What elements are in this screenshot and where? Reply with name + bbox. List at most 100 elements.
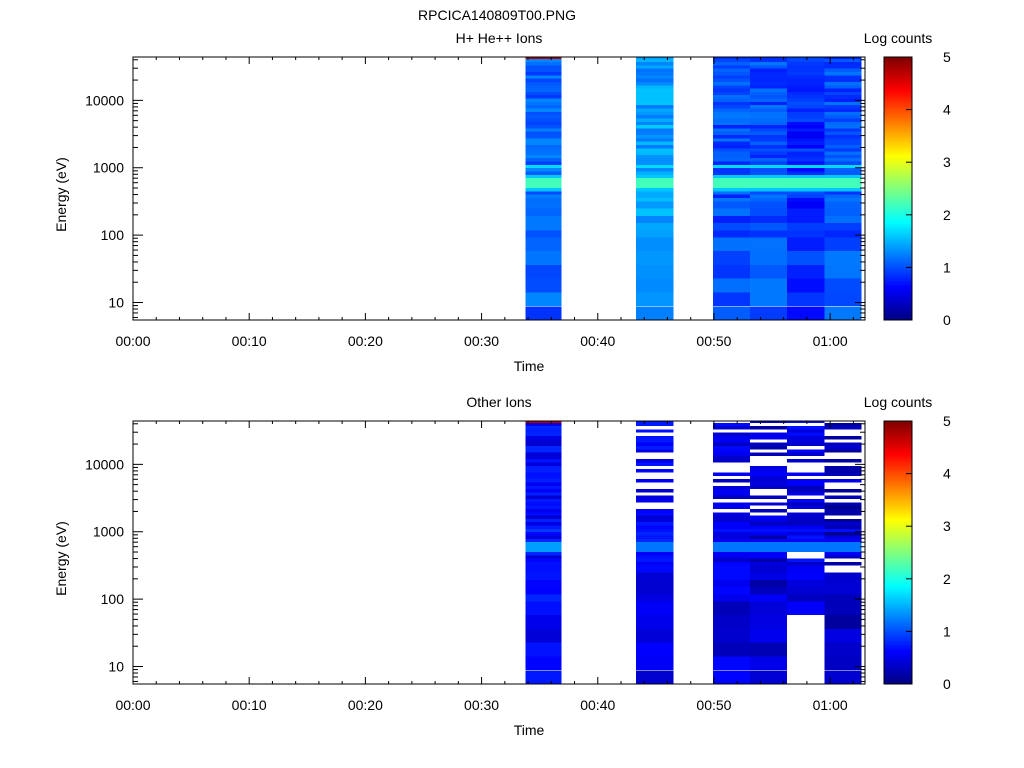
spectrogram-cells (525, 421, 862, 684)
spectrogram-cell (525, 292, 562, 307)
colorbar-swatch (884, 103, 912, 106)
spectrogram-cell (525, 118, 562, 122)
spectrogram-cell (525, 455, 562, 460)
colorbar-swatch (884, 532, 912, 536)
spectrogram-cell (525, 462, 562, 466)
spectrogram-cell (712, 57, 750, 59)
spectrogram-cell (749, 81, 788, 86)
colorbar-swatch (884, 458, 912, 462)
spectrogram-cell (824, 148, 862, 152)
spectrogram-cell (636, 555, 674, 559)
spectrogram-cell (525, 174, 562, 179)
spectrogram-cell (712, 426, 750, 430)
spectrogram-cell (712, 128, 750, 132)
colorbar-swatch (884, 644, 912, 648)
spectrogram-cell (712, 538, 750, 543)
spectrogram-cell (749, 565, 788, 573)
spectrogram-cell (525, 121, 562, 126)
spectrogram-cell (787, 492, 825, 496)
spectrogram-cell (636, 198, 674, 202)
colorbar-swatch (884, 662, 912, 665)
spectrogram-cell (787, 532, 825, 536)
colorbar-swatch (884, 61, 912, 65)
spectrogram-cell (712, 565, 750, 573)
spectrogram-cell (525, 215, 562, 224)
colorbar-swatch (884, 491, 912, 494)
spectrogram-cell (824, 518, 862, 523)
colorbar-swatch (884, 245, 912, 249)
spectrogram-cell (787, 174, 825, 179)
colorbar-swatch (884, 449, 912, 453)
spectrogram-cell (824, 85, 862, 89)
spectrogram-cell (712, 505, 750, 509)
spectrogram-cell (636, 164, 674, 169)
colorbar-swatch (884, 153, 912, 157)
spectrogram-cell (749, 128, 788, 132)
spectrogram-cell (525, 194, 562, 199)
colorbar-swatch (884, 675, 912, 679)
spectrogram-cell (749, 482, 788, 486)
colorbar-swatch (884, 423, 912, 426)
spectrogram-cell (525, 562, 562, 566)
spectrogram-cell (824, 101, 862, 106)
spectrogram-cell (525, 85, 562, 89)
spectrogram-cell (824, 579, 862, 588)
spectrogram-cell (787, 78, 825, 82)
spectrogram-cell (749, 555, 788, 559)
spectrogram-cell (525, 141, 562, 145)
spectrogram-cell (749, 141, 788, 145)
spectrogram-cell (824, 98, 862, 102)
colorbar-tick-label: 1 (943, 259, 951, 275)
spectrogram-cell (525, 429, 562, 433)
spectrogram-cell (749, 223, 788, 231)
y-tick-label: 1000 (93, 160, 124, 176)
spectrogram-cell (525, 489, 562, 493)
spectrogram-cell (636, 115, 674, 119)
spectrogram-cell (749, 168, 788, 172)
spectrogram-cell (636, 479, 674, 483)
spectrogram-cell (636, 158, 674, 162)
spectrogram-cell (824, 587, 862, 595)
colorbar-swatch (884, 295, 912, 299)
spectrogram-cell (787, 223, 825, 231)
spectrogram-cell (636, 101, 674, 106)
colorbar-swatch (884, 580, 912, 584)
spectrogram-cell (824, 548, 862, 553)
colorbar-swatch (884, 284, 912, 288)
spectrogram-cell (787, 191, 825, 195)
colorbar-swatch (884, 550, 912, 554)
x-tick-label: 00:30 (464, 333, 499, 349)
spectrogram-cell (712, 422, 750, 427)
spectrogram-cell (636, 594, 674, 602)
colorbar-swatch (884, 508, 912, 512)
spectrogram-cell (636, 518, 674, 523)
spectrogram-cell (787, 194, 825, 199)
spectrogram-cell (749, 475, 788, 480)
spectrogram-cell (525, 545, 562, 549)
spectrogram-cell (749, 118, 788, 122)
spectrogram-cell (787, 81, 825, 86)
colorbar-swatch (884, 271, 912, 275)
colorbar-swatch (884, 87, 912, 91)
colorbar-swatch (884, 602, 912, 606)
spectrogram-cell (525, 230, 562, 238)
spectrogram-cell (787, 251, 825, 265)
panel-title: H+ He++ Ions (456, 30, 543, 46)
spectrogram-cell (749, 151, 788, 155)
spectrogram-cell (636, 552, 674, 556)
spectrogram-cell (712, 292, 750, 307)
spectrogram-cell (525, 548, 562, 553)
colorbar-swatch (884, 212, 912, 216)
spectrogram-cell (787, 168, 825, 172)
spectrogram-cell (749, 57, 788, 59)
spectrogram-cell (712, 184, 750, 189)
colorbar-swatch (884, 583, 912, 586)
colorbar-swatch (884, 227, 912, 231)
spectrogram-cell (749, 101, 788, 106)
colorbar-swatch (884, 609, 912, 613)
spectrogram-cell (712, 75, 750, 79)
spectrogram-cell (636, 558, 674, 563)
spectrogram-cell (712, 78, 750, 82)
spectrogram-cell (525, 532, 562, 536)
spectrogram-cell (636, 528, 674, 533)
